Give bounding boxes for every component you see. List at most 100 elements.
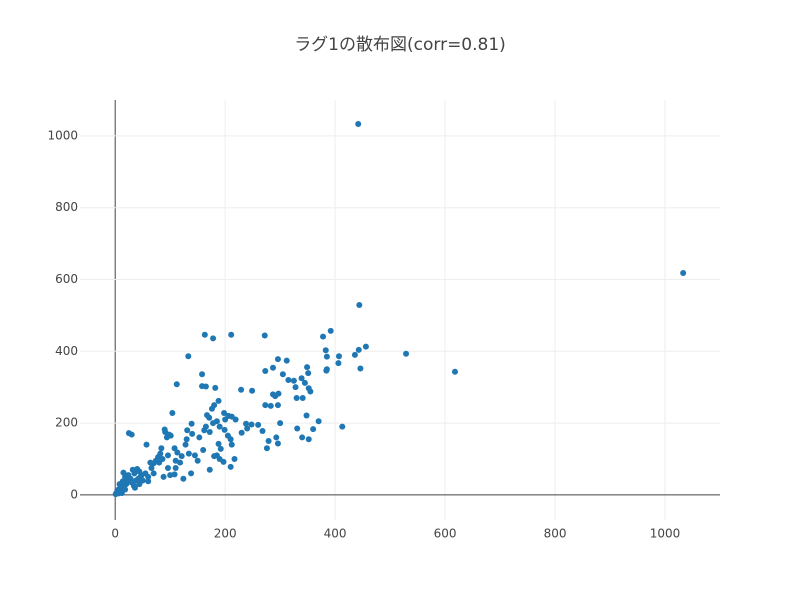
point	[194, 457, 201, 464]
point	[255, 421, 262, 428]
point	[290, 377, 297, 384]
point	[356, 301, 363, 308]
point	[301, 379, 308, 386]
point	[120, 469, 127, 476]
point	[136, 481, 143, 488]
point	[171, 445, 178, 452]
point	[211, 453, 218, 460]
point	[208, 405, 215, 412]
y-tick-label: 800	[55, 200, 78, 214]
point	[680, 270, 687, 277]
point	[143, 441, 150, 448]
point	[134, 466, 141, 473]
point	[191, 452, 198, 459]
point	[169, 410, 176, 417]
point	[283, 357, 290, 364]
point	[185, 353, 192, 360]
x-tick-label: 400	[324, 527, 347, 541]
point	[206, 466, 213, 473]
point	[115, 490, 122, 497]
point	[150, 470, 157, 477]
point	[227, 463, 234, 470]
point	[201, 331, 208, 338]
point	[228, 441, 235, 448]
point	[210, 335, 217, 342]
point	[279, 371, 286, 378]
point	[298, 375, 305, 382]
point	[262, 402, 269, 409]
point	[335, 353, 342, 360]
point	[184, 427, 191, 434]
point	[294, 425, 301, 432]
x-tick-label: 200	[214, 527, 237, 541]
point	[238, 429, 245, 436]
point	[163, 434, 170, 441]
point	[135, 475, 142, 482]
point	[292, 384, 299, 391]
point	[339, 423, 346, 430]
point	[262, 368, 269, 375]
x-tick-label: 0	[111, 527, 119, 541]
x-tick-label: 600	[434, 527, 457, 541]
point	[320, 333, 327, 340]
point	[128, 479, 135, 486]
point	[221, 426, 228, 433]
point	[323, 367, 330, 374]
point	[148, 464, 155, 471]
point	[158, 445, 165, 452]
point	[182, 441, 189, 448]
point	[261, 332, 268, 339]
point	[274, 402, 281, 409]
point	[362, 343, 369, 350]
point	[172, 464, 179, 471]
y-tick-label: 400	[55, 344, 78, 358]
y-tick-label: 0	[70, 487, 78, 501]
point	[221, 410, 228, 417]
point	[178, 453, 185, 460]
point	[310, 426, 317, 433]
point	[335, 360, 342, 367]
point	[215, 440, 222, 447]
point	[161, 426, 168, 433]
point	[189, 430, 196, 437]
y-tick-label: 1000	[47, 128, 78, 142]
point	[249, 387, 256, 394]
point	[180, 475, 187, 482]
point	[355, 346, 362, 353]
point	[160, 473, 167, 480]
point	[196, 434, 203, 441]
point	[357, 365, 364, 372]
point	[228, 331, 235, 338]
point	[215, 397, 222, 404]
point	[145, 478, 152, 485]
point	[213, 418, 220, 425]
point	[129, 466, 136, 473]
point	[222, 416, 229, 423]
point	[200, 447, 207, 453]
point	[119, 478, 126, 485]
point	[188, 470, 195, 477]
point	[269, 391, 276, 398]
chart-title: ラグ1の散布図(corr=0.81)	[294, 35, 506, 55]
point	[305, 436, 312, 443]
point	[212, 384, 219, 391]
point	[277, 420, 284, 427]
point	[303, 412, 310, 419]
point	[259, 427, 266, 434]
x-tick-label: 1000	[650, 527, 681, 541]
point	[202, 383, 209, 390]
point	[206, 429, 213, 436]
point	[248, 421, 255, 428]
point	[274, 356, 281, 363]
point	[267, 402, 274, 409]
point	[147, 459, 154, 466]
point	[227, 436, 234, 443]
point	[293, 394, 300, 401]
point	[243, 420, 250, 427]
y-tick-label: 200	[55, 416, 78, 430]
point	[263, 445, 270, 452]
point	[173, 381, 180, 388]
point	[299, 434, 306, 441]
point	[274, 440, 281, 447]
